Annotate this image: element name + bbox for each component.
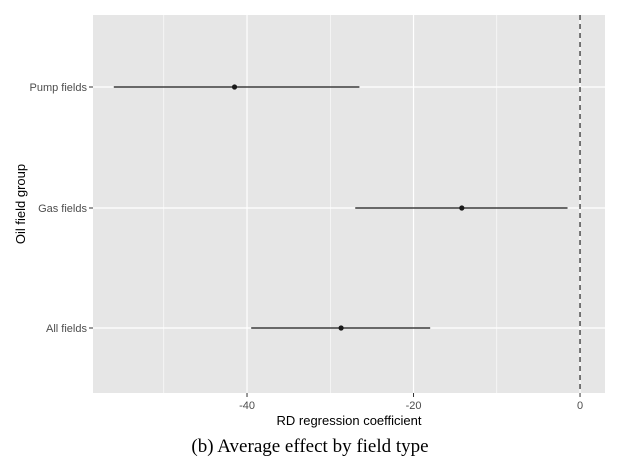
point-estimate [338, 325, 344, 331]
point-estimate [231, 84, 238, 90]
y-tick-label: Gas fields [38, 203, 87, 215]
x-tick-label: 0 [577, 400, 583, 412]
x-axis-ticks: -40 -20 0 [239, 393, 583, 412]
grid-minor [163, 15, 498, 393]
y-axis-title: Oil field group [13, 164, 28, 244]
estimates [113, 84, 568, 331]
point-estimate [459, 205, 465, 211]
y-axis-ticks: Pump fields Gas fields All fields [30, 82, 93, 335]
plot-panel [93, 15, 605, 393]
x-tick-label: -20 [406, 400, 422, 412]
x-tick-label: -40 [239, 400, 255, 412]
y-tick-label: All fields [46, 323, 87, 335]
x-axis-title: RD regression coefficient [277, 413, 422, 428]
y-tick-label: Pump fields [30, 82, 88, 94]
figure-caption: (b) Average effect by field type [191, 436, 429, 457]
